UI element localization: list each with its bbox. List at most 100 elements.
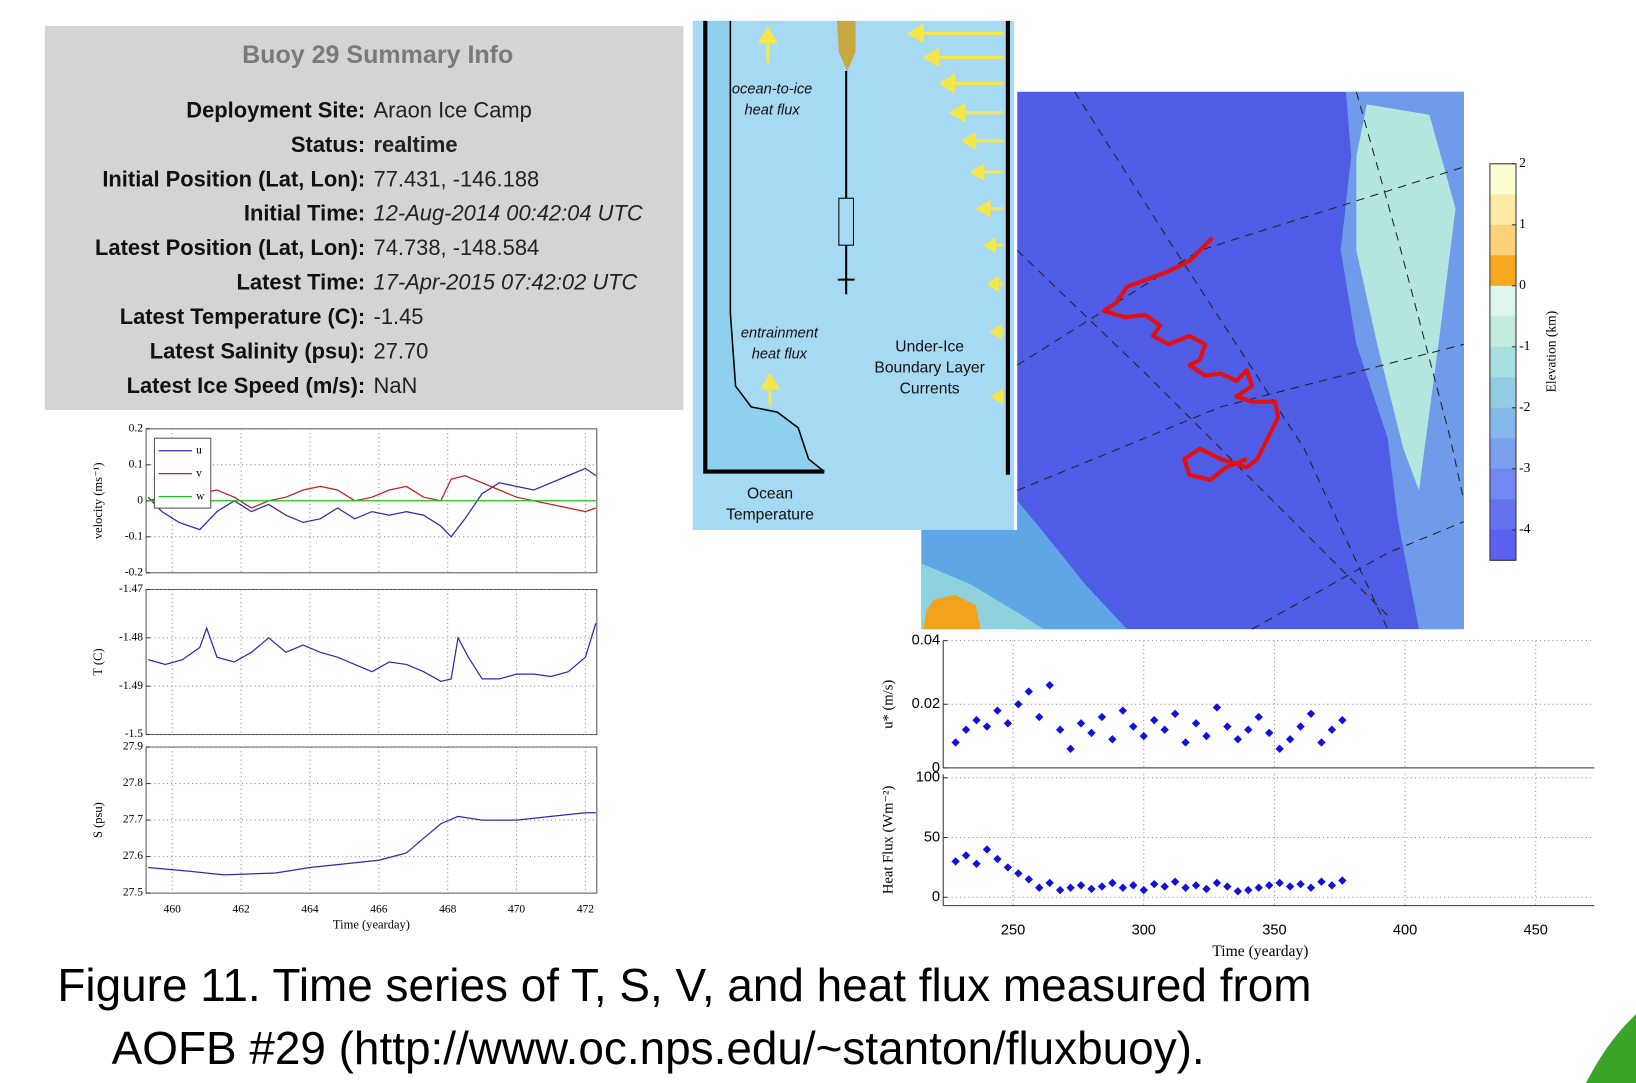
y-tick-label: 27.7 — [123, 814, 143, 826]
x-tick-label: 350 — [1262, 923, 1286, 939]
colorbar-band — [1489, 438, 1517, 470]
scatter-point — [1254, 712, 1263, 722]
scatter-point — [1139, 731, 1148, 741]
diagram-label: Temperature — [726, 507, 814, 524]
y-tick-label: 0.2 — [129, 422, 144, 434]
row-label: Initial Time: — [244, 201, 365, 226]
caption-line: AOFB #29 (http://www.oc.nps.edu/~stanton… — [112, 1022, 1205, 1074]
summary-panel — [44, 26, 684, 411]
row-value: 27.70 — [374, 338, 429, 363]
colorbar-tick-label: -4 — [1519, 521, 1531, 536]
x-tick-label: 472 — [577, 903, 594, 915]
colorbar-band — [1489, 224, 1517, 256]
legend-label: w — [196, 490, 205, 502]
row-value: 17-Apr-2015 07:42:02 UTC — [374, 270, 638, 295]
legend-label: v — [196, 467, 202, 479]
x-axis-label: Time (yearday) — [1212, 943, 1308, 960]
scatter-point — [1014, 700, 1023, 709]
buoy-float — [836, 20, 856, 71]
y-tick-label: 100 — [916, 770, 940, 786]
axes — [703, 20, 825, 474]
row-value: realtime — [374, 132, 458, 157]
x-tick-label: 466 — [370, 903, 387, 915]
row-label: Latest Ice Speed (m/s): — [127, 373, 366, 398]
land — [923, 594, 981, 630]
chart-panel: -1.5 -1.49 -1.48 -1.47 T (C) — [91, 583, 598, 740]
arrows — [757, 23, 1004, 405]
graticule — [1016, 91, 1465, 630]
scatter-point — [1170, 709, 1180, 718]
x-axis-label: Time (yearday) — [333, 917, 410, 931]
scatter-point — [1076, 719, 1086, 728]
scatter-point — [1150, 716, 1159, 725]
scatter-point — [1014, 869, 1023, 878]
scatter-point — [993, 706, 1002, 715]
series-line — [147, 623, 597, 683]
colorbar: 2 1 0 -1 -2 -3 -4 Elevation (km) — [1489, 155, 1560, 561]
row-value: NaN — [374, 373, 418, 398]
y-tick-label: 0.04 — [912, 632, 940, 648]
row-label: Latest Time: — [237, 270, 366, 295]
series-line — [147, 474, 596, 513]
y-tick-label: 0 — [932, 760, 940, 776]
scatter-point — [1003, 719, 1013, 728]
scatter-point — [1317, 738, 1326, 747]
colorbar-band — [1489, 194, 1517, 226]
scatter-point — [1212, 703, 1222, 712]
scatter-point — [1066, 883, 1075, 892]
colorbar-band — [1489, 285, 1517, 317]
scatter-point — [1233, 735, 1243, 744]
diagram-label: ocean-to-ice — [732, 82, 812, 98]
y-tick-label: 27.5 — [123, 887, 143, 899]
summary-rows: Deployment Site: Araon Ice Camp Status: rea… — [95, 97, 643, 397]
y-tick-label: -0.1 — [125, 530, 143, 542]
scatter-point — [1296, 722, 1305, 731]
scatter-point — [1285, 735, 1295, 744]
row-label: Latest Salinity (psu): — [150, 338, 365, 363]
y-tick-label: 27.9 — [123, 741, 143, 753]
diagram-label: entrainment — [741, 326, 819, 342]
buoy-track — [1101, 236, 1281, 483]
y-tick-label: 0.02 — [912, 696, 940, 712]
row-label: Status: — [291, 132, 365, 157]
colorbar-band — [1489, 377, 1517, 409]
colorbar-tick-label: -2 — [1519, 399, 1531, 414]
y-tick-label: 0 — [932, 889, 940, 905]
scatter-point — [1087, 728, 1096, 738]
caption-line: Figure 11. Time series of T, S, V, and h… — [57, 959, 1311, 1011]
row-value: 77.431, -146.188 — [374, 166, 540, 191]
scatter-point — [1202, 731, 1211, 741]
summary-title: Buoy 29 Summary Info — [242, 41, 513, 69]
colorbar-band — [1489, 499, 1517, 531]
colorbar-band — [1489, 468, 1517, 500]
scatter-point — [951, 738, 960, 747]
scatter-point — [1181, 883, 1190, 892]
y-axis-label: T (C) — [91, 648, 105, 675]
y-axis-label: u* (m/s) — [880, 680, 896, 729]
diagram-label: heat flux — [752, 347, 808, 363]
diagram-labels: ocean-to-ice heat flux entrainment heat flu… — [726, 82, 985, 524]
y-tick-label: 0 — [137, 494, 143, 506]
legend-label: u — [196, 444, 202, 456]
y-tick-label: 27.8 — [123, 777, 143, 789]
x-tick-label: 400 — [1393, 923, 1417, 939]
scatter-point — [1244, 885, 1253, 895]
plot-area — [145, 588, 598, 736]
row-value: 74.738, -148.584 — [374, 235, 540, 260]
colorbar-tick-label: -3 — [1519, 460, 1531, 475]
scatter-point — [1306, 709, 1316, 718]
scatter-point — [993, 854, 1002, 864]
x-tick-label: 300 — [1132, 923, 1156, 939]
scatter-point — [1024, 875, 1033, 884]
series-line — [147, 467, 597, 538]
scatter-point — [1306, 883, 1316, 892]
scatter-point — [1296, 879, 1305, 889]
y-axis-label: S (psu) — [91, 802, 105, 838]
colorbar-band — [1489, 163, 1517, 195]
colorbar-label: Elevation (km) — [1544, 311, 1560, 393]
chart-panel: 250 300 350 400 450 0 50 100 Heat Flux (Wm⁻²) Tim… — [880, 770, 1595, 960]
x-tick-label: 470 — [508, 903, 525, 915]
scatter-point — [972, 716, 981, 725]
